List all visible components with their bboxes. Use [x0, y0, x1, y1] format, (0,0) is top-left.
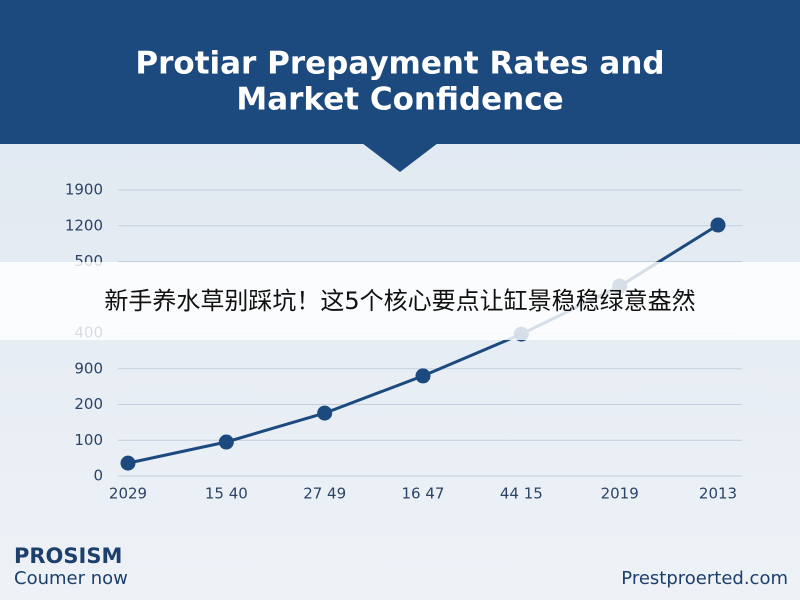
y-tick-label: 1900 — [65, 181, 103, 199]
x-tick-label: 27 49 — [303, 485, 346, 503]
banner-text: 新手养水草别踩坑！这5个核心要点让缸景稳稳绿意盎然 — [104, 287, 695, 315]
y-tick-label: 100 — [74, 431, 103, 449]
data-point — [317, 405, 333, 421]
y-tick-label: 200 — [74, 395, 103, 413]
header-pointer — [362, 143, 438, 172]
footer-tagline: Coumer now — [14, 568, 128, 589]
data-point — [415, 368, 431, 384]
y-tick-label: 900 — [74, 359, 103, 377]
footer-brand: PROSISM — [14, 544, 122, 568]
x-tick-label: 16 47 — [402, 485, 445, 503]
x-tick-label: 2029 — [109, 485, 147, 503]
chart-title: Protiar Prepayment Rates and — [135, 46, 664, 82]
data-point — [710, 217, 726, 233]
x-tick-label: 2013 — [699, 485, 737, 503]
data-point — [218, 434, 234, 450]
y-tick-label: 0 — [93, 467, 103, 485]
overlay-banner — [0, 262, 800, 340]
x-tick-label: 44 15 — [500, 485, 543, 503]
chart-title: Market Confidence — [236, 82, 563, 118]
y-tick-label: 1200 — [65, 216, 103, 234]
data-point — [120, 455, 136, 471]
header-band — [0, 0, 800, 144]
x-tick-label: 2019 — [601, 485, 639, 503]
footer-url: Prestproerted.com — [621, 568, 788, 589]
x-tick-label: 15 40 — [205, 485, 248, 503]
